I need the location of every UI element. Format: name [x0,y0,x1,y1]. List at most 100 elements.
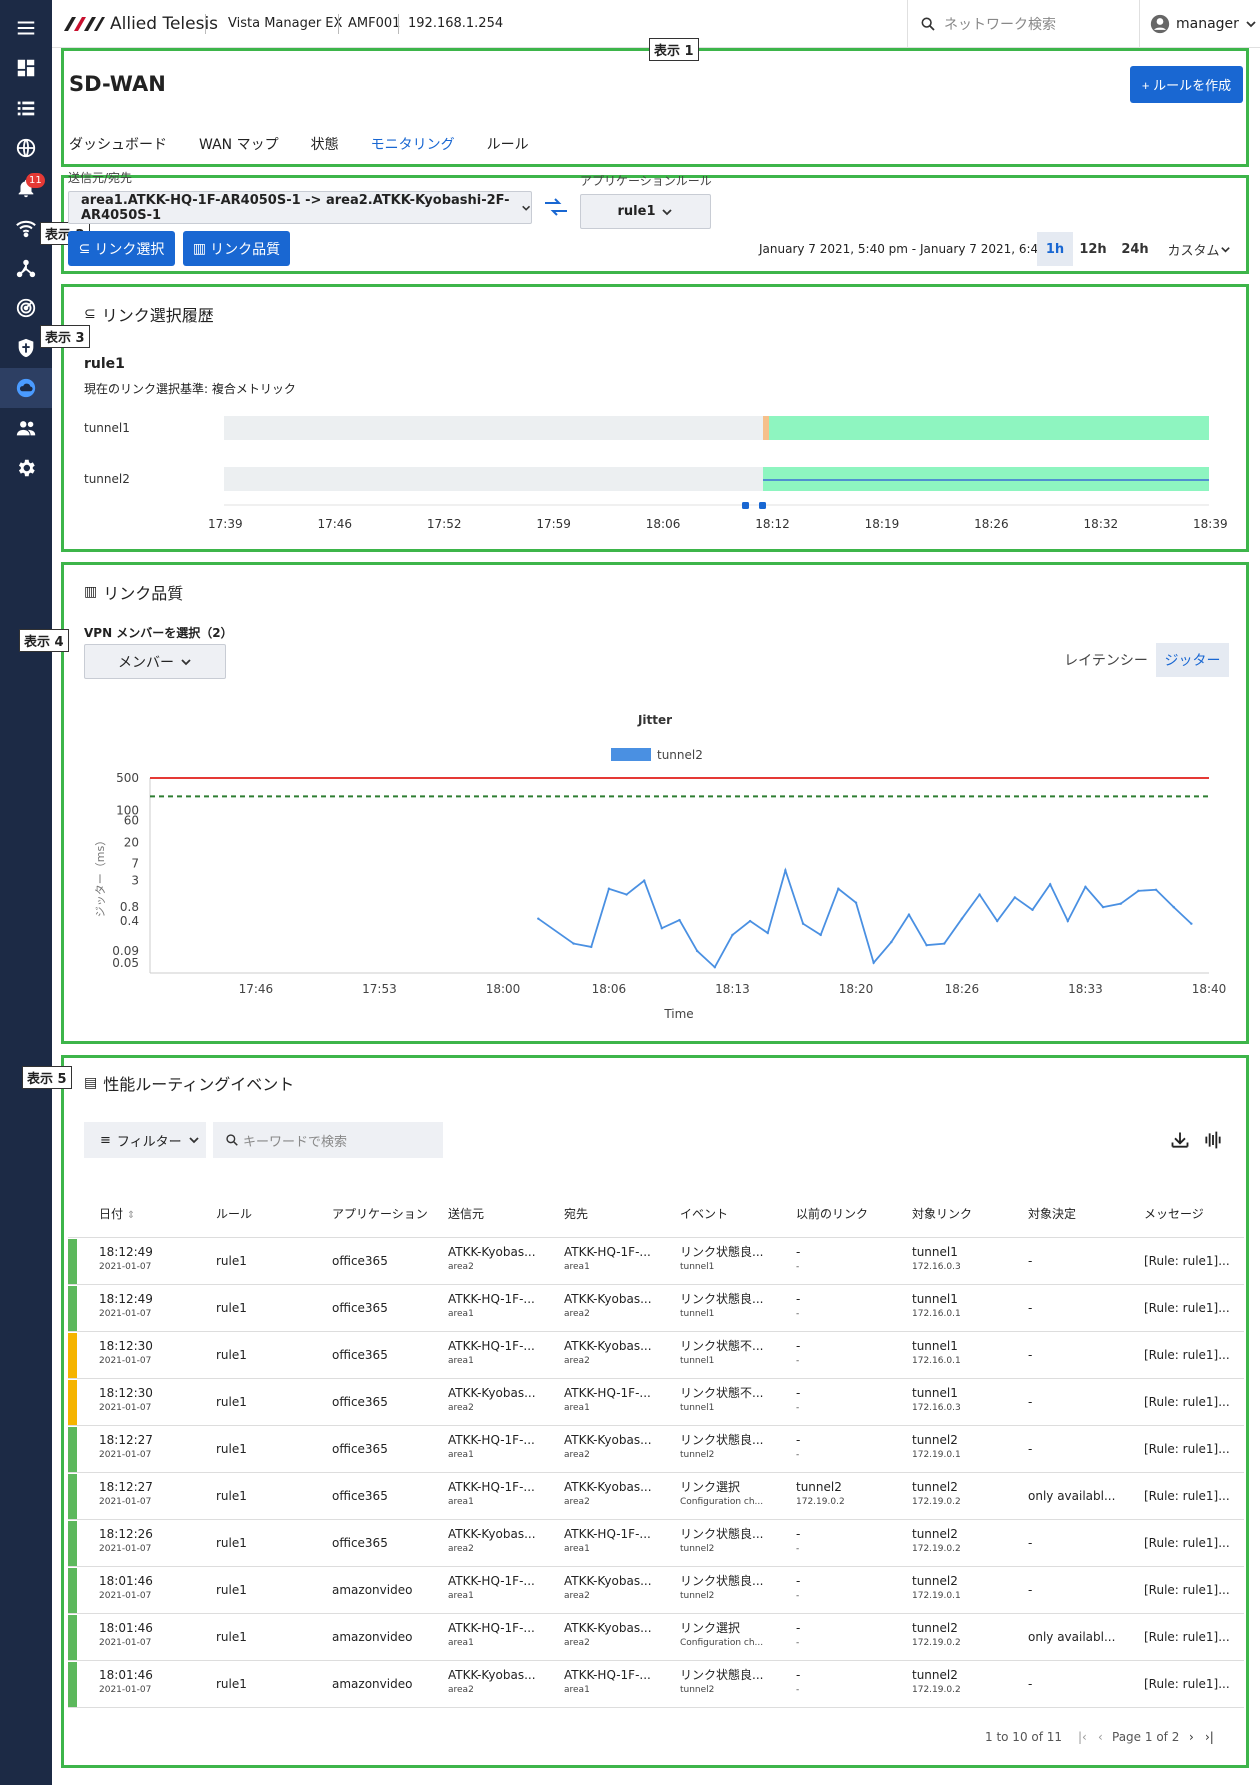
src-dst-select[interactable]: area1.ATKK-HQ-1F-AR4050S-1 -> area2.ATKK… [68,191,532,224]
timeline-handle-start[interactable] [742,502,749,509]
search-placeholder: ネットワーク検索 [944,17,1056,33]
cell-target-link-main: tunnel2 [912,1527,958,1541]
cell-event: リンク選択 Configuration ch... [680,1621,763,1651]
menu-icon[interactable] [0,8,52,48]
last-page-icon[interactable]: ›| [1205,1730,1214,1744]
data-point [1154,888,1158,891]
col-destination[interactable]: 宛先 [564,1207,589,1221]
cell-event-main: リンク状態良... [680,1433,764,1447]
users-icon[interactable] [0,408,52,448]
y-tick-label: 500 [116,771,139,785]
cloud-icon[interactable] [0,368,52,408]
tab-dashboard[interactable]: ダッシュボード [69,137,167,153]
history-tick-label: 17:52 [426,517,462,531]
data-point [1031,908,1034,912]
link-quality-button[interactable]: ▥ リンク品質 [183,231,290,266]
range-24h-button[interactable]: 24h [1121,241,1149,257]
shield-icon[interactable] [0,328,52,368]
tunnel2-idle-bar [224,467,764,491]
table-row[interactable]: 18:12:30 2021-01-07 rule1 office365 ATKK-HQ-… [68,1332,1244,1379]
create-rule-button[interactable]: + ルールを作成 [1130,66,1243,103]
filter-button[interactable]: ≡ フィルター [84,1122,206,1158]
gear-icon[interactable] [0,448,52,488]
range-1h-button[interactable]: 1h [1037,232,1073,266]
table-row[interactable]: 18:01:46 2021-01-07 rule1 amazonvideo ATKK-H… [68,1567,1244,1614]
cell-target-decision: - [1028,1442,1033,1456]
table-row[interactable]: 18:12:49 2021-01-07 rule1 office365 ATKK-HQ-… [68,1285,1244,1332]
table-row[interactable]: 18:12:27 2021-01-07 rule1 office365 ATKK-HQ-… [68,1473,1244,1520]
cell-message: [Rule: rule1]... [1144,1536,1230,1550]
cell-message: [Rule: rule1]... [1144,1395,1230,1409]
range-12h-button[interactable]: 12h [1079,241,1107,257]
table-row[interactable]: 18:12:26 2021-01-07 rule1 office365 ATKK-Kyo… [68,1520,1244,1567]
timeline-handle-end[interactable] [759,502,766,509]
table-row[interactable]: 18:01:46 2021-01-07 rule1 amazonvideo ATKK-K… [68,1661,1244,1708]
list-icon[interactable] [0,88,52,128]
member-select[interactable]: メンバー [84,644,226,679]
cell-application: office365 [332,1254,388,1268]
keyword-search-input[interactable]: キーワードで検索 [213,1122,443,1158]
data-point [854,901,858,904]
cell-event-sub: tunnel1 [680,1356,715,1366]
radar-icon[interactable] [0,288,52,328]
link-quality-title-text: リンク品質 [103,584,184,603]
column-settings-icon[interactable] [1203,1130,1223,1154]
swap-icon[interactable] [543,197,569,221]
network-search-input[interactable]: ネットワーク検索 [907,0,1137,48]
topology-icon[interactable] [0,248,52,288]
range-custom-button[interactable]: カスタム [1160,232,1238,266]
x-tick-label: 18:00 [486,982,521,996]
vpn-member-label: VPN メンバーを選択（2） [84,626,233,640]
cell-target-link-sub: 172.16.0.3 [912,1403,961,1413]
download-icon[interactable] [1170,1130,1190,1154]
bell-icon[interactable]: 11 [0,168,52,208]
table-row[interactable]: 18:12:30 2021-01-07 rule1 office365 ATKK-Kyo… [68,1379,1244,1426]
brand-logo[interactable]: Allied Telesis [62,14,218,34]
metric-tab-latency[interactable]: レイテンシー [1064,653,1148,669]
data-point [590,945,593,949]
annotation-label-3: 表示 3 [40,325,90,348]
x-tick-label: 18:13 [715,982,750,996]
cell-event-sub: tunnel1 [680,1403,715,1413]
tab-rules[interactable]: ルール [486,137,529,153]
col-source[interactable]: 送信元 [448,1207,485,1221]
col-rule[interactable]: ルール [216,1207,253,1221]
next-page-icon[interactable]: › [1189,1730,1194,1744]
wifi-icon[interactable] [0,208,52,248]
link-select-button[interactable]: ⊆ リンク選択 [68,231,175,266]
user-menu[interactable]: manager [1139,0,1260,48]
table-header-divider [68,1237,1244,1238]
cell-application: office365 [332,1536,388,1550]
table-row[interactable]: 18:12:49 2021-01-07 rule1 office365 ATKK-Kyo… [68,1238,1244,1285]
prev-page-icon[interactable]: ‹ [1098,1730,1103,1744]
cell-date: 18:01:46 2021-01-07 [99,1668,153,1698]
cell-target-link-main: tunnel1 [912,1339,958,1353]
table-row[interactable]: 18:12:27 2021-01-07 rule1 office365 ATKK-HQ-… [68,1426,1244,1473]
cell-application: office365 [332,1301,388,1315]
col-target-decision[interactable]: 対象決定 [1028,1207,1077,1221]
col-date[interactable]: 日付 ⇕ [99,1205,135,1222]
col-previous-link[interactable]: 以前のリンク [796,1207,869,1221]
cell-previous-link: -- [796,1527,800,1557]
cell-destination-main: ATKK-HQ-1F-... [564,1245,651,1259]
app-rule-select[interactable]: rule1 [580,194,711,229]
cell-target-link-sub: 172.19.0.1 [912,1450,961,1460]
col-target-link[interactable]: 対象リンク [912,1207,973,1221]
cell-date-main: 18:12:49 [99,1292,153,1306]
cell-event: リンク状態良... tunnel1 [680,1292,763,1322]
tab-wan-map[interactable]: WAN マップ [199,137,279,153]
col-event[interactable]: イベント [680,1207,729,1221]
cell-source: ATKK-HQ-1F-... area1 [448,1292,535,1322]
cell-rule: rule1 [216,1348,247,1362]
table-row[interactable]: 18:01:46 2021-01-07 rule1 amazonvideo ATKK-H… [68,1614,1244,1661]
col-message[interactable]: メッセージ [1144,1207,1204,1221]
cell-target-link: tunnel1 172.16.0.3 [912,1245,961,1275]
history-tick-label: 18:12 [755,517,790,531]
metric-tab-jitter[interactable]: ジッター [1156,643,1229,677]
tab-monitoring[interactable]: モニタリング [370,137,455,153]
first-page-icon[interactable]: |‹ [1078,1730,1087,1744]
dashboard-icon[interactable] [0,48,52,88]
globe-icon[interactable] [0,128,52,168]
col-application[interactable]: アプリケーション [332,1207,428,1221]
tab-status[interactable]: 状態 [310,137,339,153]
